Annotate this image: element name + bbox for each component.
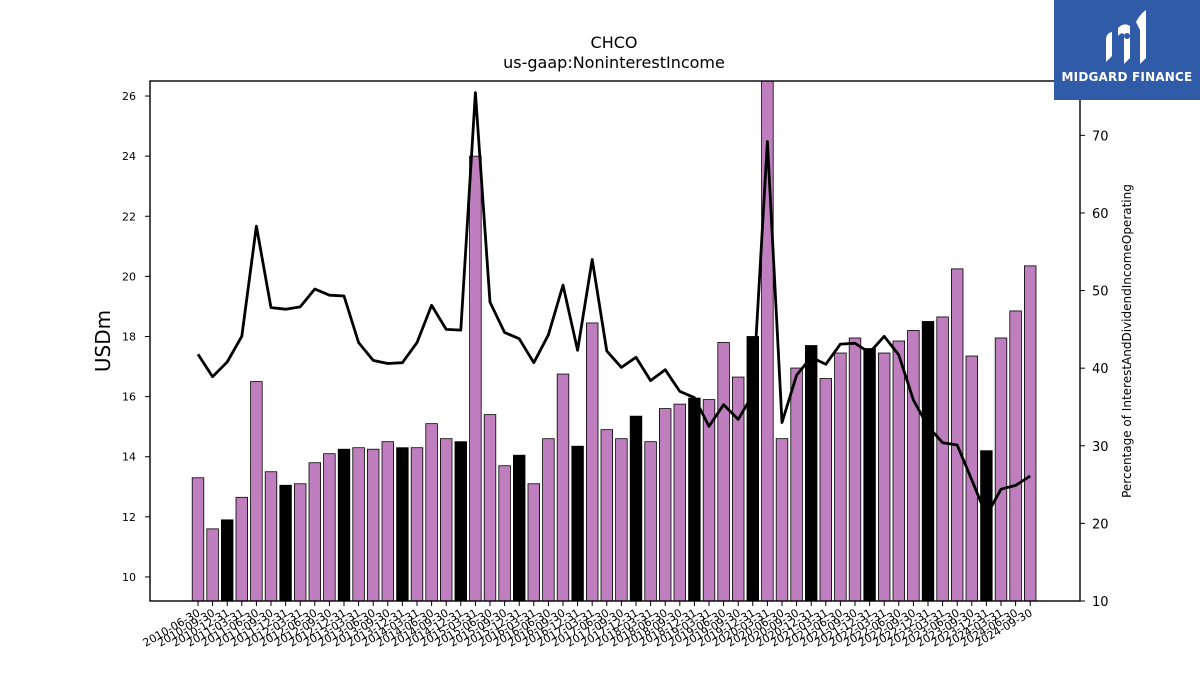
bar bbox=[702, 399, 716, 601]
bar bbox=[936, 316, 949, 601]
bar bbox=[293, 483, 307, 601]
percentage-line-series bbox=[196, 91, 1031, 517]
bar bbox=[513, 454, 526, 601]
bar bbox=[732, 376, 745, 601]
bar bbox=[220, 519, 234, 601]
bar bbox=[863, 348, 876, 601]
y2-tick-label: 60 bbox=[1092, 207, 1109, 222]
bar bbox=[805, 345, 818, 601]
bar bbox=[659, 408, 672, 601]
bar bbox=[1009, 310, 1022, 601]
bar bbox=[425, 423, 438, 601]
midgard-finance-logo: MIDGARD FINANCE bbox=[1054, 0, 1200, 100]
bar-series bbox=[191, 81, 1037, 601]
logo-text: MIDGARD FINANCE bbox=[1061, 70, 1193, 84]
y2-tick-label: 50 bbox=[1092, 285, 1109, 300]
bar bbox=[1024, 265, 1037, 601]
bar bbox=[323, 453, 336, 601]
bar bbox=[878, 352, 891, 601]
bar bbox=[980, 450, 993, 601]
bar bbox=[483, 414, 497, 601]
y-tick-label: 22 bbox=[122, 210, 136, 223]
y2-tick-label: 10 bbox=[1092, 595, 1109, 610]
bar bbox=[644, 441, 657, 601]
bar bbox=[790, 367, 803, 601]
bar bbox=[498, 465, 511, 601]
bar bbox=[556, 373, 570, 601]
bar bbox=[994, 337, 1008, 601]
bar bbox=[775, 438, 789, 601]
bar bbox=[308, 462, 322, 601]
chart-title: CHCO bbox=[591, 33, 638, 52]
y2-axis-label: Percentage of InterestAndDividendIncomeO… bbox=[1120, 184, 1134, 498]
y2-tick-label: 30 bbox=[1092, 440, 1109, 455]
percentage-line bbox=[196, 91, 1031, 517]
bar bbox=[235, 496, 249, 601]
bar bbox=[337, 448, 351, 601]
bar bbox=[746, 336, 760, 601]
bar bbox=[921, 321, 935, 601]
bar bbox=[951, 268, 964, 601]
y-tick-label: 20 bbox=[122, 270, 136, 283]
bar bbox=[673, 403, 687, 601]
bar bbox=[542, 438, 555, 601]
bar bbox=[381, 441, 395, 601]
bar bbox=[629, 415, 643, 601]
bar bbox=[396, 447, 409, 601]
bar bbox=[527, 483, 541, 601]
bar bbox=[264, 471, 278, 601]
bar bbox=[206, 528, 219, 601]
bar bbox=[469, 155, 482, 601]
bar bbox=[366, 448, 380, 601]
y-tick-label: 14 bbox=[122, 451, 136, 464]
bar bbox=[615, 438, 628, 601]
bar bbox=[410, 447, 424, 601]
plot-frame bbox=[149, 80, 1081, 602]
bar bbox=[892, 340, 906, 601]
bar bbox=[688, 397, 701, 601]
y-tick-label: 12 bbox=[122, 511, 136, 524]
y-tick-label: 10 bbox=[122, 571, 136, 584]
y-tick-label: 18 bbox=[122, 330, 136, 343]
bar bbox=[848, 337, 862, 601]
bar bbox=[834, 352, 847, 601]
bar bbox=[761, 81, 774, 601]
logo-mark-icon bbox=[1106, 10, 1146, 64]
bar bbox=[717, 342, 730, 601]
bar bbox=[439, 438, 453, 601]
bar bbox=[191, 477, 205, 601]
y-tick-label: 24 bbox=[122, 150, 136, 163]
y-tick-label: 26 bbox=[122, 90, 136, 103]
bar bbox=[352, 447, 365, 601]
bar bbox=[454, 441, 468, 601]
bar bbox=[819, 378, 833, 601]
y-axis-label: USDm bbox=[91, 310, 115, 372]
bar bbox=[279, 484, 292, 601]
y2-tick-label: 70 bbox=[1092, 129, 1109, 144]
bar bbox=[571, 445, 584, 601]
bar bbox=[250, 381, 263, 601]
bar bbox=[907, 330, 920, 601]
y2-tick-label: 20 bbox=[1092, 517, 1109, 532]
y2-tick-label: 40 bbox=[1092, 362, 1109, 377]
bar bbox=[600, 429, 614, 601]
bar bbox=[586, 322, 599, 601]
chart-subtitle: us-gaap:NoninterestIncome bbox=[503, 53, 725, 72]
y-tick-label: 16 bbox=[122, 391, 136, 404]
